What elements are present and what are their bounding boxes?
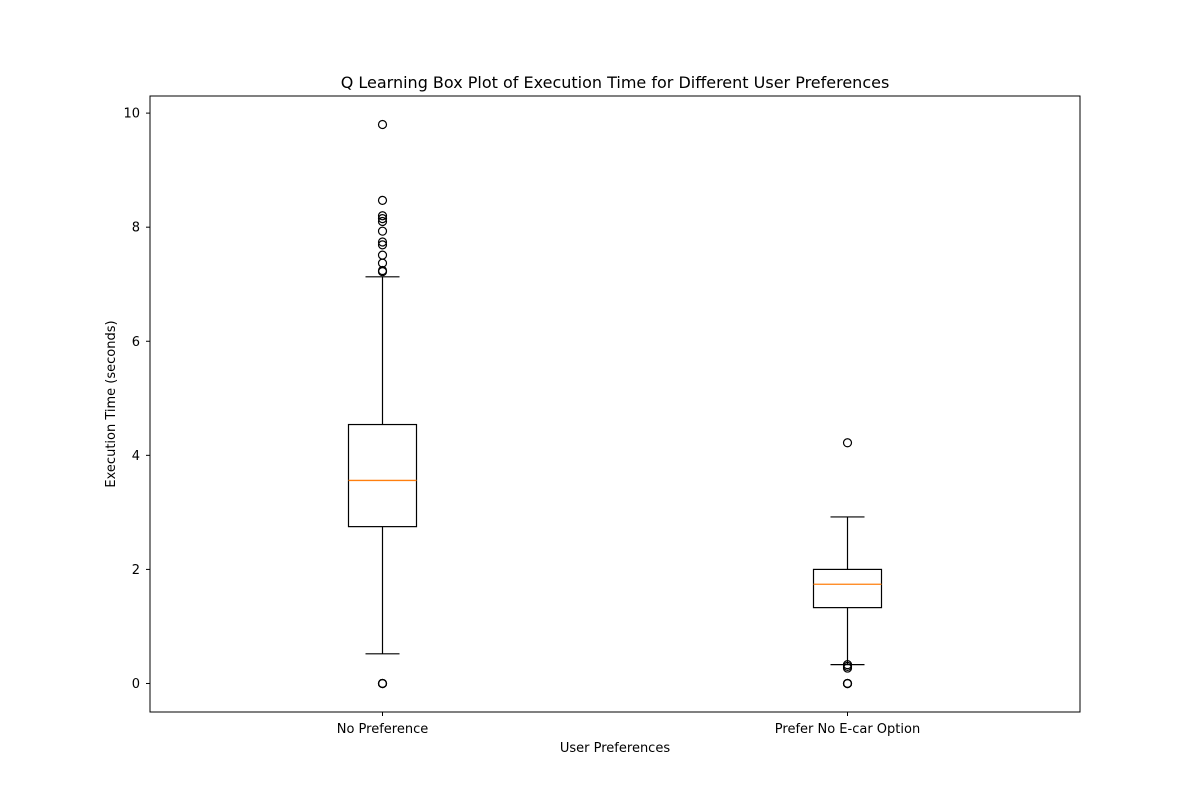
plot-frame — [149, 95, 1081, 713]
y-tick-label: 2 — [132, 563, 140, 578]
iqr-box — [812, 568, 883, 609]
chart-title: Q Learning Box Plot of Execution Time fo… — [341, 73, 890, 92]
outlier-point — [377, 226, 388, 236]
outlier-point — [377, 237, 388, 247]
plot-area: 0 2 4 6 8 10 No Preference Prefer No E-car Opti… — [123, 107, 920, 737]
outlier-point — [842, 660, 853, 670]
iqr-box — [347, 423, 418, 528]
outlier-point — [377, 211, 388, 221]
outlier-point — [842, 438, 853, 448]
outlier-point — [377, 216, 388, 227]
outlier-point — [377, 214, 388, 224]
outlier-point — [842, 678, 853, 689]
y-tick-label: 0 — [132, 677, 140, 692]
outlier-point — [377, 240, 388, 250]
y-tick-label: 6 — [132, 335, 140, 350]
x-tick-label: No Preference — [337, 722, 429, 737]
x-axis-label: User Preferences — [560, 741, 670, 756]
outlier-point — [377, 195, 388, 205]
y-tick-label: 8 — [132, 221, 140, 236]
y-axis-label: Execution Time (seconds) — [104, 320, 119, 487]
outlier-point — [377, 119, 388, 130]
outlier-point — [377, 678, 388, 689]
outlier-point — [377, 250, 388, 260]
y-tick-label: 4 — [132, 449, 140, 464]
x-tick-label: Prefer No E-car Option — [775, 722, 920, 737]
y-tick-label: 10 — [123, 107, 140, 122]
